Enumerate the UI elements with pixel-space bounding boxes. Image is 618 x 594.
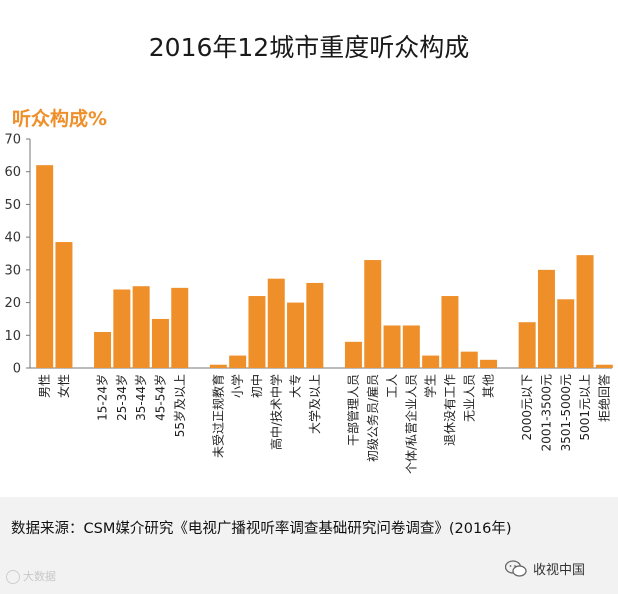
chart-title: 2016年12城市重度听众构成	[148, 33, 470, 62]
y-tick-label: 10	[4, 329, 21, 344]
x-tick-label: 2000元以下	[520, 374, 534, 441]
x-tick-label: 35-44岁	[133, 374, 148, 421]
bar	[306, 282, 324, 368]
x-tick-label: 小学	[230, 374, 245, 398]
bar	[248, 296, 266, 368]
bar	[557, 299, 575, 368]
x-tick-label: 男性	[38, 374, 52, 398]
x-tick-label: 学生	[423, 374, 438, 398]
y-tick-label: 60	[4, 165, 21, 180]
y-tick-label: 30	[4, 263, 21, 278]
x-tick-label: 个体/私营企业人员	[403, 374, 418, 474]
data-source-note: 数据来源：CSM媒介研究《电视广播视听率调查基础研究问卷调查》(2016年)	[11, 521, 512, 537]
bar	[229, 355, 247, 368]
footer-band	[0, 497, 618, 594]
y-tick-label: 40	[4, 231, 21, 246]
x-tick-label: 初中	[249, 374, 264, 398]
bar	[460, 351, 478, 368]
bar	[36, 165, 54, 368]
x-tick-label: 初级公务员/雇员	[365, 374, 380, 462]
x-tick-label: 退休没有工作	[442, 374, 457, 446]
y-tick-label: 70	[4, 133, 21, 148]
watermark-right: 收视中国	[505, 559, 585, 578]
y-tick-label: 50	[4, 198, 21, 213]
bar	[55, 242, 73, 368]
x-tick-label: 55岁及以上	[172, 374, 187, 437]
x-tick-label: 无业人员	[462, 374, 476, 422]
x-tick-label: 拒绝回答	[596, 374, 611, 422]
y-axis-unit-label: 听众构成%	[12, 108, 108, 130]
x-tick-label: 25-34岁	[114, 374, 129, 421]
watermark-left-text: 大数据	[23, 570, 56, 583]
x-tick-label: 其他	[482, 374, 496, 398]
bar	[422, 355, 440, 368]
bar	[94, 332, 112, 368]
x-tick-label: 15-24岁	[95, 374, 110, 421]
bar	[576, 255, 594, 368]
bar	[383, 325, 401, 368]
bar	[113, 289, 131, 368]
bar	[480, 359, 498, 368]
y-tick-label: 20	[4, 296, 21, 311]
bar	[537, 269, 555, 368]
bar-chart: 0 10 20 30 40 50 60 70 男性 女性 15-24岁 25-34岁 35-44岁 45…	[4, 133, 613, 474]
bar	[171, 287, 189, 368]
watermark-right-text: 收视中国	[533, 563, 586, 578]
x-tick-label: 大学及以上	[307, 374, 322, 434]
bar	[267, 278, 285, 368]
weibo-icon	[6, 570, 20, 584]
x-tick-label: 5001元以上	[578, 374, 592, 441]
bar	[402, 325, 420, 368]
watermark-left: 大数据	[6, 568, 56, 584]
chart-bars	[36, 165, 613, 368]
x-tick-label: 干部管理人员	[345, 374, 360, 446]
x-tick-label: 大专	[288, 374, 303, 398]
bar	[287, 302, 305, 368]
x-tick-label: 女性	[56, 374, 71, 398]
bar	[441, 296, 459, 368]
x-tick-label: 2001-3500元	[539, 374, 553, 451]
x-tick-label: 工人	[385, 374, 399, 398]
chart-x-labels: 男性 女性 15-24岁 25-34岁 35-44岁 45-54岁 55岁及以上 未受过正规教…	[38, 374, 612, 474]
x-tick-label: 3501-5000元	[559, 374, 573, 451]
y-tick-label: 0	[13, 362, 21, 377]
bar	[132, 286, 150, 368]
bar	[151, 318, 169, 368]
bar	[364, 260, 382, 368]
bar	[595, 364, 613, 368]
bar	[209, 364, 227, 368]
x-tick-label: 未受过正规教育	[210, 374, 225, 458]
x-tick-label: 45-54岁	[152, 374, 167, 421]
x-tick-label: 高中/技术中学	[268, 374, 283, 450]
wechat-icon	[505, 559, 527, 577]
bar	[518, 322, 536, 368]
bar	[344, 341, 362, 368]
